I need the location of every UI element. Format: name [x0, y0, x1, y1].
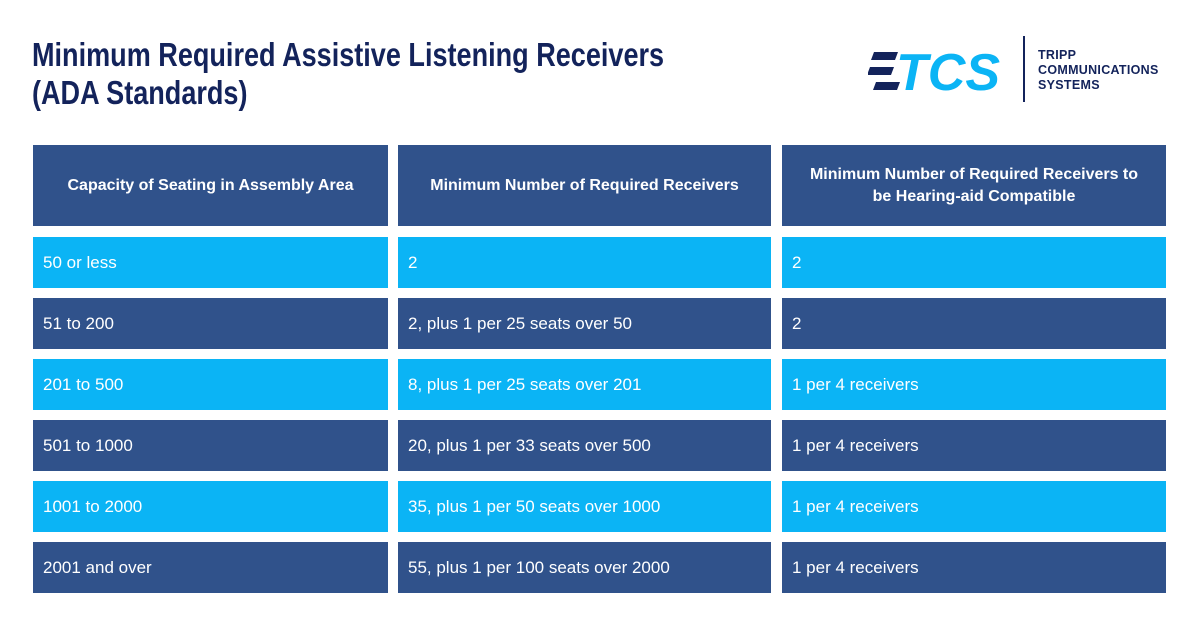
table-cell: 2 — [782, 237, 1166, 288]
logo: TCS TRIPP COMMUNICATIONS SYSTEMS — [868, 34, 1178, 104]
table-cell: 1001 to 2000 — [33, 481, 388, 532]
table-cell: 2, plus 1 per 25 seats over 50 — [398, 298, 771, 349]
logo-mark: TCS — [868, 44, 1000, 102]
table-cell: 1 per 4 receivers — [782, 481, 1166, 532]
logo-divider — [1023, 36, 1025, 102]
table-cell: 20, plus 1 per 33 seats over 500 — [398, 420, 771, 471]
table-cell: 1 per 4 receivers — [782, 542, 1166, 593]
table-cell: 2001 and over — [33, 542, 388, 593]
logo-line: TRIPP — [1038, 48, 1077, 62]
table-cell: 1 per 4 receivers — [782, 359, 1166, 410]
table-cell: 55, plus 1 per 100 seats over 2000 — [398, 542, 771, 593]
logo-line: COMMUNICATIONS — [1038, 63, 1159, 77]
column-header: Capacity of Seating in Assembly Area — [33, 145, 388, 226]
table-cell: 2 — [782, 298, 1166, 349]
table-cell: 201 to 500 — [33, 359, 388, 410]
column-header: Minimum Number of Required Receivers to … — [782, 145, 1166, 226]
title-line: Minimum Required Assistive Listening Rec… — [32, 36, 665, 73]
title-line: (ADA Standards) — [32, 74, 248, 111]
table-cell: 2 — [398, 237, 771, 288]
logo-text: TRIPP COMMUNICATIONS SYSTEMS — [1038, 48, 1159, 93]
logo-wordmark: TCS — [896, 44, 1000, 102]
table-cell: 1 per 4 receivers — [782, 420, 1166, 471]
table-cell: 35, plus 1 per 50 seats over 1000 — [398, 481, 771, 532]
table-cell: 51 to 200 — [33, 298, 388, 349]
table-cell: 50 or less — [33, 237, 388, 288]
table-cell: 8, plus 1 per 25 seats over 201 — [398, 359, 771, 410]
column-header: Minimum Number of Required Receivers — [398, 145, 771, 226]
logo-line: SYSTEMS — [1038, 78, 1100, 92]
table-cell: 501 to 1000 — [33, 420, 388, 471]
title: Minimum Required Assistive Listening Rec… — [32, 36, 664, 112]
